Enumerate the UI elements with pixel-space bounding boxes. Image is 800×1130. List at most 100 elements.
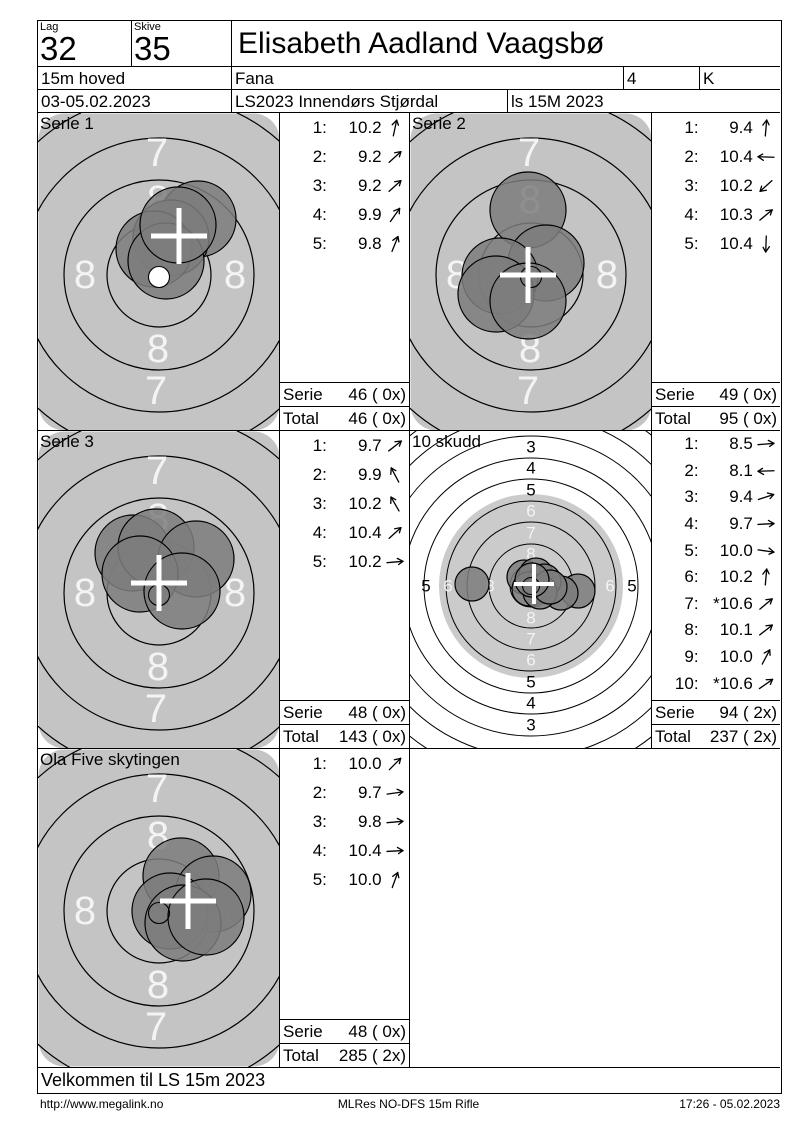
shot-number: 10: [674, 673, 699, 693]
shot-row: 1: 8.5 [652, 431, 780, 458]
shot-direction-arrow-icon [382, 464, 409, 486]
total-value: 237 ( 2x) [709, 726, 777, 746]
shot-direction-arrow-icon [382, 869, 409, 891]
shot-value: 9.7 [729, 514, 753, 534]
shot-row: 3: 9.8 [280, 807, 409, 836]
ring-circle [38, 137, 279, 413]
shot-row: 2: 9.7 [280, 778, 409, 807]
ring-label: 7 [518, 131, 540, 175]
ring-label: 8 [74, 571, 96, 615]
serie-value: 48 ( 0x) [348, 702, 406, 722]
shot-direction-arrow-icon [382, 522, 409, 544]
ring-label: 8 [526, 545, 535, 564]
total-label: Total [655, 408, 691, 428]
ring-label: 3 [526, 438, 535, 457]
shot-row: 5: 10.2 [280, 547, 409, 576]
shot-direction-arrow-icon [382, 753, 409, 775]
shot-row: 3: 10.2 [280, 489, 409, 518]
ring-label: 5 [526, 481, 535, 500]
shot-number: 2: [312, 146, 327, 166]
target-graphic-ola-five: 788887 [38, 749, 279, 1067]
shot-value: 9.7 [358, 435, 382, 455]
shot-number: 3: [312, 811, 327, 831]
total-sum-row: Total 237 ( 2x) [652, 724, 780, 748]
shot-row: 10: *10.6 [652, 670, 780, 697]
shot-value: 10.2 [348, 493, 382, 513]
target-pane-serie-1: 788887 Serie 1 [38, 113, 280, 431]
lag-value: 32 [40, 30, 77, 67]
shot-value: 9.8 [358, 233, 382, 253]
shot-list: 1: 9.7 2: 9.9 3: 10.2 4: 10.4 5: 10.2 [280, 431, 409, 576]
ring-circle [445, 500, 617, 672]
shot-value: *10.6 [713, 673, 753, 693]
shot-direction-arrow-icon [753, 460, 780, 482]
shot-value: 9.2 [358, 175, 382, 195]
shot-direction-arrow-icon [753, 566, 780, 588]
shot-row: 7: *10.6 [652, 591, 780, 618]
lag-cell: Lag 32 [38, 21, 132, 67]
shot-direction-arrow-icon [753, 233, 780, 255]
inner-ten-ring [147, 901, 171, 925]
shot-value: 9.2 [358, 146, 382, 166]
pane-title: 10 skudd [412, 432, 481, 451]
ring-circle [63, 497, 255, 689]
ring-label: 7 [146, 767, 168, 811]
serie-sum-row: Serie 48 ( 0x) [280, 700, 409, 724]
shot-direction-arrow-icon [382, 117, 409, 139]
shot-number: 4: [684, 514, 699, 534]
shot-value: 10.4 [348, 522, 382, 542]
shot-number: 4: [684, 204, 699, 224]
ring-label: 6 [605, 577, 614, 596]
shot-direction-arrow-icon [382, 146, 409, 168]
shot-number: 5: [312, 551, 327, 571]
shot-row: 5: 10.0 [652, 537, 780, 564]
ring-label: 4 [526, 694, 535, 713]
total-label: Total [283, 408, 319, 428]
skive-cell: Skive 35 [132, 21, 232, 67]
score-panel-ola-five: 1: 10.0 2: 9.7 3: 9.8 4: 10.4 5: 10.0 Serie 48 ( … [280, 749, 410, 1067]
shot-row: 1: 9.7 [280, 431, 409, 460]
shot-row: 8: 10.1 [652, 617, 780, 644]
class-cell: 4 [624, 67, 700, 90]
ring-circle [63, 179, 255, 371]
ring-label: 8 [74, 253, 96, 297]
footer-url: http://www.megalink.no [40, 1097, 164, 1111]
ring-label: 8 [147, 645, 169, 689]
serie-value: 49 ( 0x) [719, 384, 777, 404]
shot-direction-arrow-icon [382, 175, 409, 197]
shot-value: 10.4 [348, 840, 382, 860]
total-label: Total [283, 1045, 319, 1065]
ring-label: 7 [517, 369, 539, 413]
shot-value: *10.6 [713, 593, 753, 613]
total-sum-row: Total 143 ( 0x) [280, 724, 409, 748]
serie-sum-row: Serie 46 ( 0x) [280, 382, 409, 406]
ring-label: 8 [596, 253, 618, 297]
lag-label: Lag [40, 21, 59, 33]
shot-value: 10.0 [348, 753, 382, 773]
shot-row: 6: 10.2 [652, 564, 780, 591]
shot-hole [143, 552, 221, 630]
ring-label: 7 [526, 630, 535, 649]
target-svg: 788887 [38, 113, 279, 430]
shot-value: 10.3 [719, 204, 753, 224]
shot-direction-arrow-icon [753, 593, 780, 615]
ring-label: 6 [526, 651, 535, 670]
shot-value: 10.4 [719, 146, 753, 166]
ring-label: 7 [145, 687, 167, 731]
shot-number: 4: [312, 204, 327, 224]
ring-label: 7 [526, 524, 535, 543]
total-sum-row: Total 46 ( 0x) [280, 406, 409, 430]
footer-timestamp: 17:26 - 05.02.2023 [679, 1097, 780, 1111]
shot-direction-arrow-icon [382, 435, 409, 457]
report-frame: Lag 32 Skive 35 Elisabeth Aadland Vaagsb… [37, 20, 782, 1094]
shot-value: 10.2 [348, 551, 382, 571]
shot-row: 4: 10.4 [280, 518, 409, 547]
ring-label: 7 [146, 449, 168, 493]
shot-number: 1: [684, 117, 699, 137]
shot-row: 5: 10.4 [652, 229, 780, 258]
shot-number: 3: [312, 493, 327, 513]
shot-direction-arrow-icon [753, 513, 780, 535]
ring-label: 3 [526, 716, 535, 735]
